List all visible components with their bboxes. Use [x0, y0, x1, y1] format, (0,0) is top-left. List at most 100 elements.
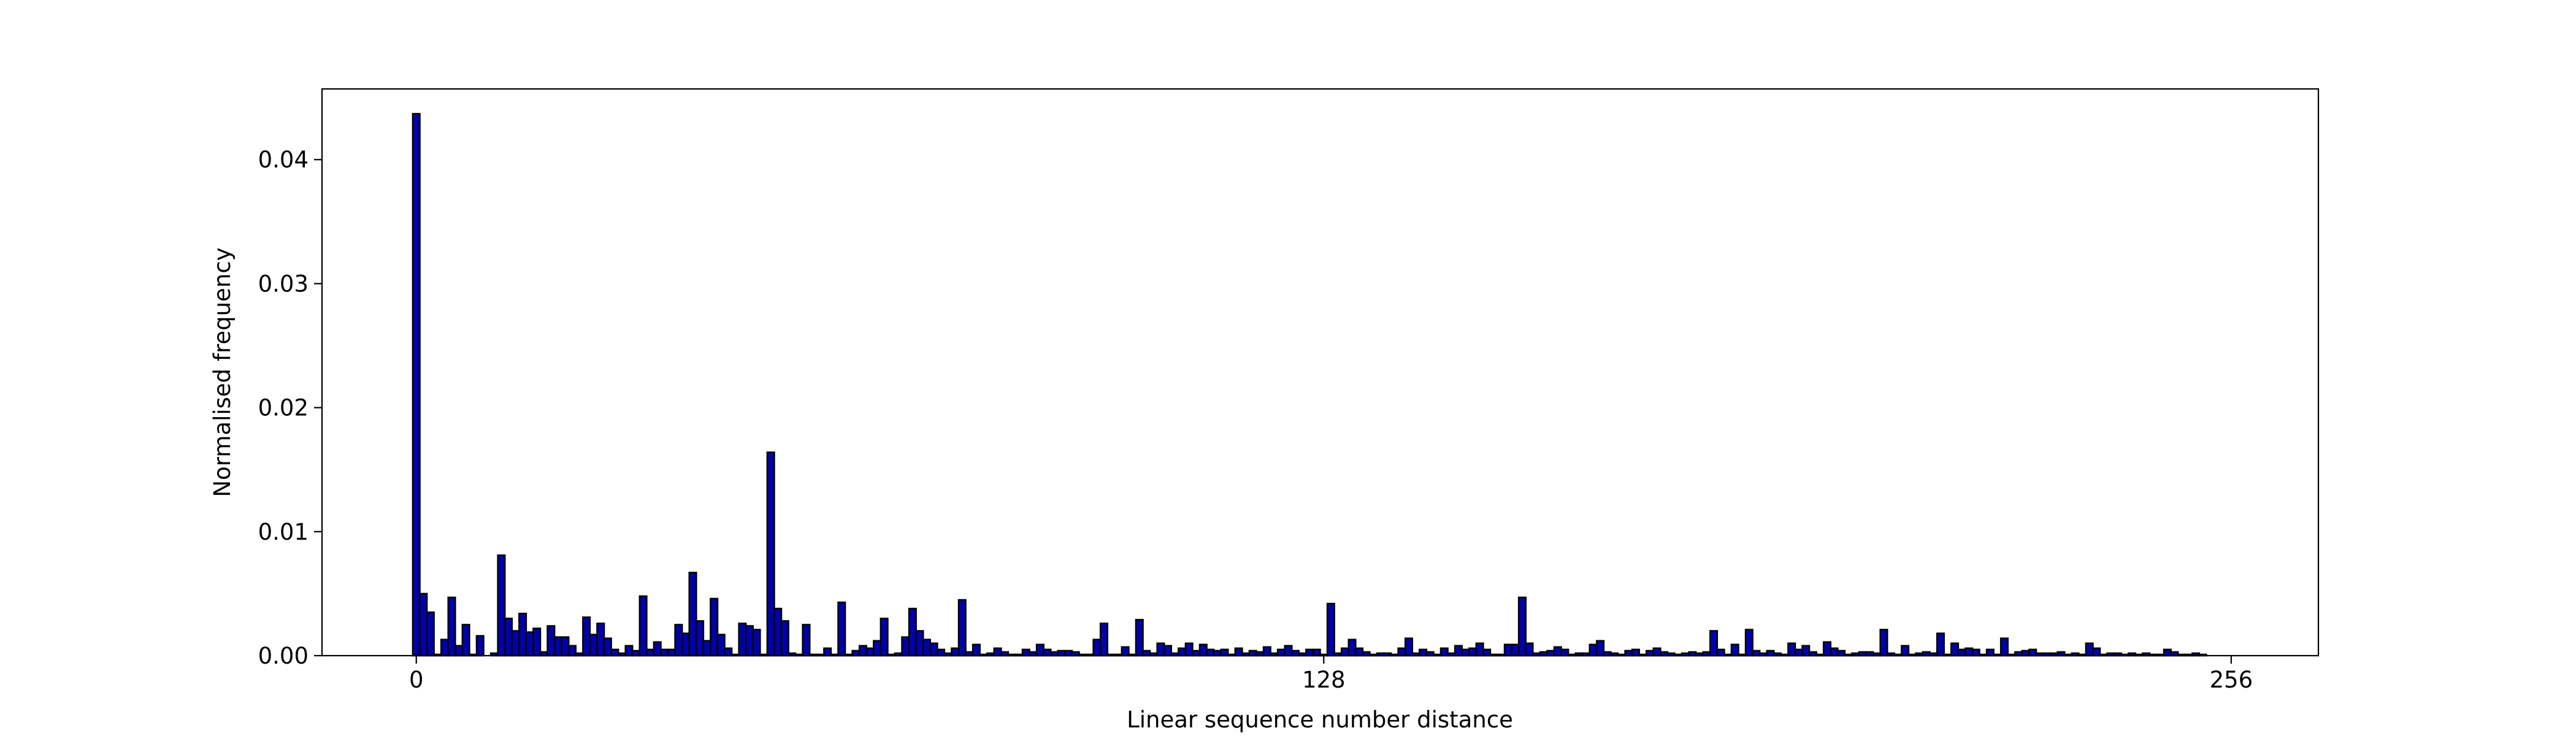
y-tick-label: 0.00	[258, 643, 309, 669]
y-tick-label: 0.02	[258, 395, 309, 421]
bar	[957, 599, 967, 657]
bar	[1248, 650, 1257, 657]
bar	[1716, 648, 1725, 657]
bar	[667, 648, 676, 657]
bar	[908, 607, 917, 657]
bar	[1652, 647, 1662, 657]
bar	[1468, 647, 1478, 657]
y-tick-label: 0.04	[258, 147, 309, 173]
plot-frame	[321, 88, 2320, 657]
bar	[837, 601, 846, 657]
bar	[1276, 648, 1286, 657]
bar	[1511, 643, 1520, 657]
bar	[1404, 637, 1414, 657]
bar	[710, 597, 719, 657]
bar	[1503, 643, 1512, 657]
bar	[1021, 648, 1030, 657]
bar	[546, 625, 556, 657]
bar	[1525, 642, 1534, 657]
bar	[475, 635, 485, 657]
y-tick-label: 0.03	[258, 270, 309, 297]
bar	[1546, 650, 1555, 657]
bar	[1135, 619, 1144, 657]
bar	[1965, 647, 1974, 657]
bar	[1936, 632, 1945, 657]
bar	[1439, 647, 1449, 657]
bar	[412, 113, 421, 657]
bar	[1560, 648, 1570, 657]
x-tick-label: 128	[1302, 667, 1346, 693]
bar	[724, 647, 733, 657]
bar	[674, 624, 683, 657]
bar	[1057, 650, 1066, 657]
bar	[1822, 641, 1831, 657]
bar	[1709, 630, 1719, 657]
bar	[638, 595, 648, 657]
bar	[1184, 642, 1194, 657]
bar	[1262, 646, 1271, 657]
bar	[440, 638, 449, 657]
bar	[2092, 647, 2101, 657]
bar	[922, 638, 932, 657]
x-axis-label: Linear sequence number distance	[1127, 707, 1513, 733]
bar	[504, 618, 513, 657]
bar	[880, 618, 889, 657]
bar	[858, 645, 867, 657]
bar	[972, 643, 981, 657]
bar	[1326, 602, 1335, 657]
bar	[1043, 648, 1052, 657]
bar	[1837, 650, 1846, 657]
bar	[993, 647, 1002, 657]
bar	[447, 596, 456, 657]
bar	[873, 640, 882, 657]
bar	[1355, 647, 1364, 657]
bar	[454, 645, 464, 657]
bar	[1589, 643, 1598, 657]
x-tick-label: 0	[409, 667, 424, 693]
bar	[681, 632, 691, 657]
bar	[419, 592, 428, 657]
bar	[1312, 648, 1321, 657]
bar	[780, 620, 789, 657]
bar	[1064, 650, 1073, 657]
bar	[738, 623, 747, 657]
bar	[716, 634, 726, 657]
bar	[1482, 648, 1492, 657]
bar	[1291, 650, 1300, 657]
bar	[1879, 629, 1888, 657]
bar	[1178, 647, 1187, 657]
y-axis-label: Normalised frequency	[209, 247, 236, 497]
bar	[1454, 645, 1463, 657]
bar	[2085, 642, 2094, 657]
bar	[553, 636, 562, 657]
bar	[1901, 645, 1910, 657]
bar	[1971, 648, 1980, 657]
bar	[1340, 647, 1349, 657]
bar	[624, 645, 634, 657]
bar	[1794, 648, 1803, 657]
bar	[1163, 645, 1173, 657]
bar	[511, 630, 520, 657]
bar	[1142, 650, 1151, 657]
bar	[1730, 643, 1739, 657]
bar	[1156, 642, 1165, 657]
bar	[1035, 643, 1045, 657]
bar	[937, 648, 946, 657]
bar	[568, 645, 577, 657]
bar	[1950, 642, 1960, 657]
bar	[596, 623, 605, 657]
bar	[2028, 648, 2037, 657]
bar	[632, 650, 641, 657]
bar	[525, 631, 534, 657]
bar	[582, 616, 591, 657]
bar	[2163, 648, 2172, 657]
bar	[1099, 623, 1108, 657]
bar	[1830, 647, 1839, 657]
bar	[823, 647, 832, 657]
bar	[696, 620, 705, 657]
bar	[1419, 648, 1428, 657]
bar	[752, 629, 761, 657]
bar	[766, 451, 775, 657]
